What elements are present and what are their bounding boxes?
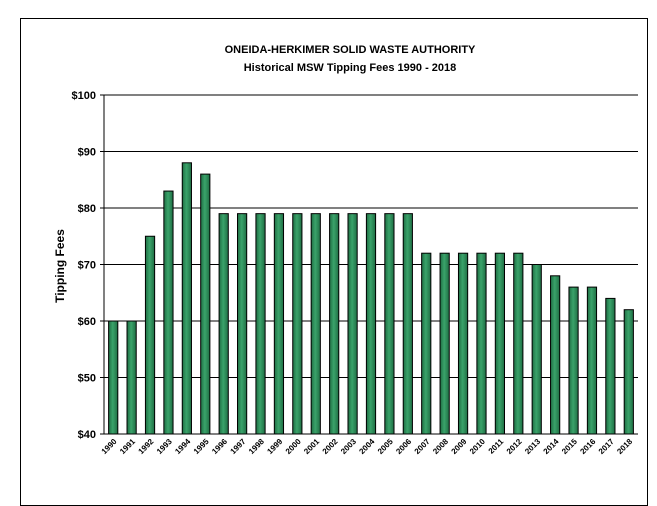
bar (623, 309, 634, 435)
y-tick-label: $90 (78, 147, 96, 159)
bar (108, 320, 119, 435)
x-tick-label: 1991 (118, 437, 137, 456)
x-tick-label: 2015 (560, 437, 579, 456)
bar (457, 252, 469, 435)
x-tick-label: 2018 (615, 437, 634, 456)
bar (550, 275, 561, 435)
bar (237, 213, 248, 435)
bar (144, 235, 156, 435)
x-tick-label: 2004 (357, 437, 376, 456)
x-tick-label: 2012 (505, 437, 524, 456)
bar (513, 252, 524, 435)
bar (126, 320, 137, 435)
bar (347, 213, 358, 435)
x-tick-label: 2005 (376, 437, 395, 456)
axes (103, 95, 638, 435)
y-axis-label: Tipping Fees (53, 229, 67, 303)
x-tick-label: 2000 (284, 437, 303, 456)
x-tick-label: 2013 (523, 437, 542, 456)
x-tick-labels: 1990 1991 1992 1993 1994 1995 1996 1997 1998 1999… (100, 437, 635, 456)
y-tick-label: $70 (78, 260, 96, 272)
x-tick-label: 1990 (100, 437, 119, 456)
bar (310, 213, 321, 435)
chart-subtitle: Historical MSW Tipping Fees 1990 - 2018 (244, 62, 457, 74)
x-tick-label: 2002 (321, 437, 340, 456)
x-tick-label: 2011 (487, 437, 506, 456)
bar (181, 162, 192, 435)
bar (421, 252, 432, 435)
x-tick-label: 1999 (265, 437, 284, 456)
bar (365, 213, 377, 435)
bar (605, 297, 616, 435)
y-tick-label: $40 (78, 429, 96, 441)
x-tick-label: 2017 (597, 437, 616, 456)
bars (108, 162, 634, 435)
bar (586, 286, 598, 435)
bar (218, 213, 229, 435)
bar (329, 213, 340, 435)
x-tick-label: 1996 (210, 437, 229, 456)
x-tick-label: 1993 (155, 437, 174, 456)
x-tick-label: 1997 (229, 437, 248, 456)
x-tick-label: 2001 (302, 437, 321, 456)
x-tick-label: 2006 (394, 437, 413, 456)
bar (200, 173, 211, 435)
bar (255, 213, 266, 435)
y-tick-label: $100 (72, 90, 96, 102)
x-tick-label: 2008 (431, 437, 450, 456)
bar (531, 264, 542, 435)
y-tick-label: $60 (78, 316, 96, 328)
bar (273, 213, 285, 435)
y-tick-label: $80 (78, 203, 96, 215)
bar (384, 213, 395, 435)
x-tick-label: 2014 (542, 437, 561, 456)
y-tick-label: $50 (78, 373, 96, 385)
bar (292, 213, 303, 435)
bar (494, 252, 505, 435)
x-tick-label: 2007 (413, 437, 432, 456)
x-tick-label: 2016 (578, 437, 597, 456)
bar (476, 252, 487, 435)
x-tick-label: 1995 (192, 437, 211, 456)
x-tick-label: 1992 (137, 437, 156, 456)
x-tick-label: 1994 (173, 437, 192, 456)
x-tick-label: 2009 (450, 437, 469, 456)
bar (402, 213, 413, 435)
bar (568, 286, 579, 435)
x-tick-label: 1998 (247, 437, 266, 456)
bar (163, 190, 174, 435)
y-tick-labels: $40 $50 $60 $70 $80 $90 $100 (72, 90, 96, 441)
x-tick-label: 2003 (339, 437, 358, 456)
x-tick-label: 2010 (468, 437, 487, 456)
bar (439, 252, 450, 435)
chart-title: ONEIDA-HERKIMER SOLID WASTE AUTHORITY (225, 44, 476, 56)
